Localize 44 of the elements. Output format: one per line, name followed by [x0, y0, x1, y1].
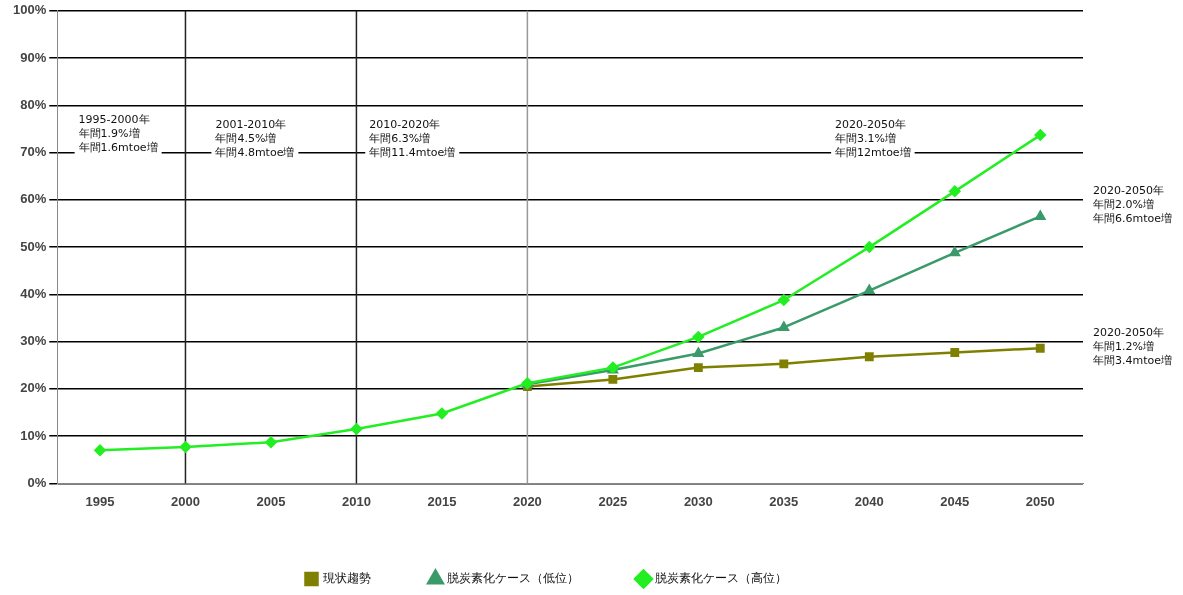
x-tick-label: 2030 — [683, 493, 713, 509]
annotation: 年間1.6mtoe増 — [78, 141, 158, 155]
annotation: 年間3.1%増 — [835, 131, 897, 145]
y-tick-label: 10% — [20, 427, 47, 443]
text: 2020-2050年 — [1093, 325, 1164, 339]
y-tick-label: 30% — [20, 333, 47, 349]
x-tick-label: 2025 — [598, 493, 628, 509]
x-tick-label: 2050 — [1025, 493, 1055, 509]
legend-label: 脱炭素化ケース（低位） — [446, 571, 579, 586]
text: 年間2.0%増 — [1093, 198, 1154, 212]
annotation: 年間11.4mtoe増 — [369, 145, 456, 159]
legend-label: 脱炭素化ケース（高位） — [654, 571, 787, 586]
annotation: 2010-2020年 — [369, 117, 441, 131]
annotation: 2020-2050年 — [835, 117, 907, 131]
legend-label: 現状趨勢 — [322, 571, 371, 586]
annotation: 2001-2010年 — [215, 117, 287, 131]
y-tick-label: 0% — [27, 474, 47, 490]
x-tick-label: 2020 — [512, 493, 542, 509]
y-tick-label: 90% — [20, 49, 47, 65]
y-tick-label: 100% — [13, 2, 47, 18]
y-tick-label: 40% — [20, 285, 47, 301]
x-tick-label: 2045 — [940, 493, 970, 509]
y-tick-label: 60% — [20, 191, 47, 207]
annotation: 年間4.5%増 — [215, 131, 277, 145]
text: 年間3.4mtoe増 — [1093, 353, 1173, 367]
x-tick-label: 2010 — [341, 493, 371, 509]
x-tick-label: 2035 — [769, 493, 799, 509]
x-tick-label: 1995 — [85, 493, 115, 509]
annotation: 年間6.3%増 — [369, 131, 431, 145]
annotation: 年間12mtoe増 — [835, 145, 911, 159]
y-tick-label: 70% — [20, 144, 47, 160]
text: 年間1.2%増 — [1093, 339, 1154, 353]
annotation: 1995-2000年 — [78, 113, 150, 127]
x-tick-label: 2015 — [427, 493, 457, 509]
y-tick-label: 80% — [20, 96, 47, 112]
annotation: 年間4.8mtoe増 — [215, 145, 295, 159]
y-tick-label: 50% — [20, 238, 47, 254]
y-tick-label: 20% — [20, 380, 47, 396]
text: 年間6.6mtoe増 — [1093, 212, 1173, 226]
x-tick-label: 2040 — [854, 493, 884, 509]
annotation: 年間1.9%増 — [78, 127, 140, 141]
x-tick-label: 2000 — [171, 493, 200, 509]
text: 2020-2050年 — [1093, 184, 1164, 198]
x-tick-label: 2005 — [256, 493, 286, 509]
